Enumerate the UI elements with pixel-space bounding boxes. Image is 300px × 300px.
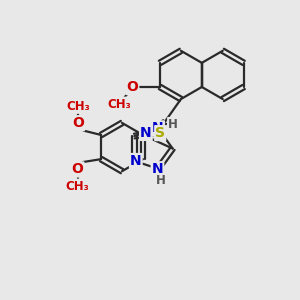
Text: O: O [72,162,83,176]
Text: N: N [140,126,152,140]
Text: N: N [152,162,163,176]
Text: CH₃: CH₃ [66,100,90,113]
Text: O: O [126,80,138,94]
Text: N: N [130,154,142,168]
Text: H: H [156,174,166,187]
Text: CH₃: CH₃ [108,98,131,111]
Text: CH₃: CH₃ [66,180,89,193]
Text: H: H [168,118,178,131]
Text: S: S [155,126,165,140]
Text: O: O [72,116,84,130]
Text: N: N [152,122,164,135]
